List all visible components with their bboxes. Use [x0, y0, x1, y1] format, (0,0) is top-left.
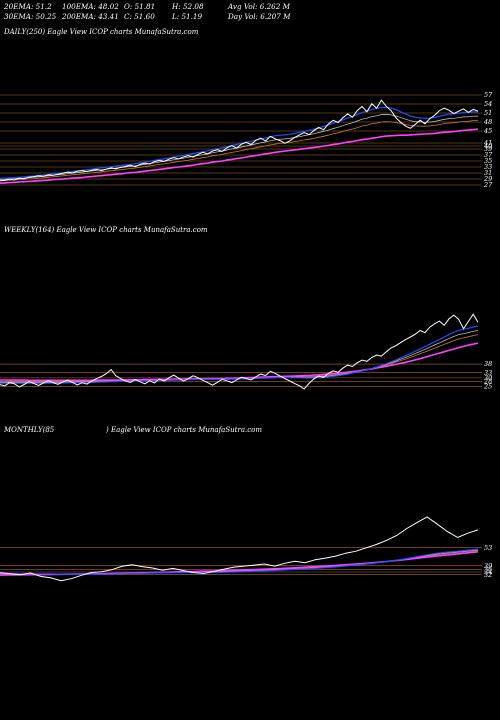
hdr-low: L: 51.19 [172, 12, 203, 21]
monthly-panel-label-right: ) Eagle View ICOP charts MunafaSutra.com [106, 426, 262, 434]
daily-ema-long-line [0, 128, 479, 184]
monthly-tick-label: 32 [484, 571, 492, 579]
weekly-ema-short-line [0, 325, 479, 384]
hdr-avg-vol: Avg Vol: 6.262 M [228, 2, 290, 11]
daily-ema-orange-line [0, 120, 479, 182]
daily-tick-label: 39 [484, 145, 492, 153]
monthly-tick-label: 39 [484, 562, 492, 570]
weekly-tick-label: 38 [484, 360, 492, 368]
daily-tick-label: 40 [483, 142, 492, 150]
hdr-ema20: 20EMA: 51.2 [4, 2, 52, 11]
daily-tick-label: 31 [484, 169, 492, 177]
daily-tick-label: 54 [484, 100, 492, 108]
monthly-panel-label-left: MONTHLY(85 [4, 426, 55, 434]
weekly-tick-label: 33 [484, 369, 492, 377]
hdr-ema200: 200EMA: 43.41 [62, 12, 119, 21]
weekly-panel-label: WEEKLY(164) Eagle View ICOP charts Munaf… [4, 226, 208, 234]
daily-tick-label: 33 [484, 163, 492, 171]
hdr-ema100: 100EMA: 48.02 [62, 2, 119, 11]
daily-tick-label: 41 [483, 139, 492, 147]
weekly-tick-label: 25 [483, 383, 492, 391]
hdr-close: C: 51.60 [124, 12, 155, 21]
weekly-tick-label: 28 [483, 378, 492, 386]
weekly-ema-orange-line [0, 334, 479, 383]
daily-tick-label: 51 [484, 109, 492, 117]
monthly-tick-label: 53 [484, 544, 492, 552]
daily-price-line [0, 99, 479, 182]
monthly-tick-label: 34 [484, 568, 492, 576]
daily-tick-label: 57 [484, 91, 493, 99]
daily-tick-label: 35 [484, 157, 492, 165]
monthly-ema-short-line [0, 548, 479, 575]
daily-ema-mid-line [0, 114, 479, 180]
hdr-open: O: 51.81 [124, 2, 156, 11]
hdr-ema30: 30EMA: 50.25 [4, 12, 57, 21]
monthly-tick-label: 36 [484, 566, 492, 574]
daily-tick-label: 48 [483, 118, 492, 126]
hdr-high: H: 52.08 [172, 2, 204, 11]
daily-tick-label: 45 [483, 127, 492, 135]
weekly-tick-label: 30 [484, 374, 492, 382]
daily-tick-label: 37 [484, 151, 493, 159]
daily-tick-label: 27 [483, 181, 493, 189]
weekly-ema-long-line [0, 342, 479, 382]
weekly-price-line [0, 313, 479, 390]
hdr-day-vol: Day Vol: 6.207 M [228, 12, 291, 21]
daily-panel-label: DAILY(250) Eagle View ICOP charts Munafa… [4, 28, 199, 36]
monthly-price-line [0, 516, 479, 582]
daily-tick-label: 29 [483, 175, 492, 183]
weekly-ema-mid-line [0, 330, 479, 383]
